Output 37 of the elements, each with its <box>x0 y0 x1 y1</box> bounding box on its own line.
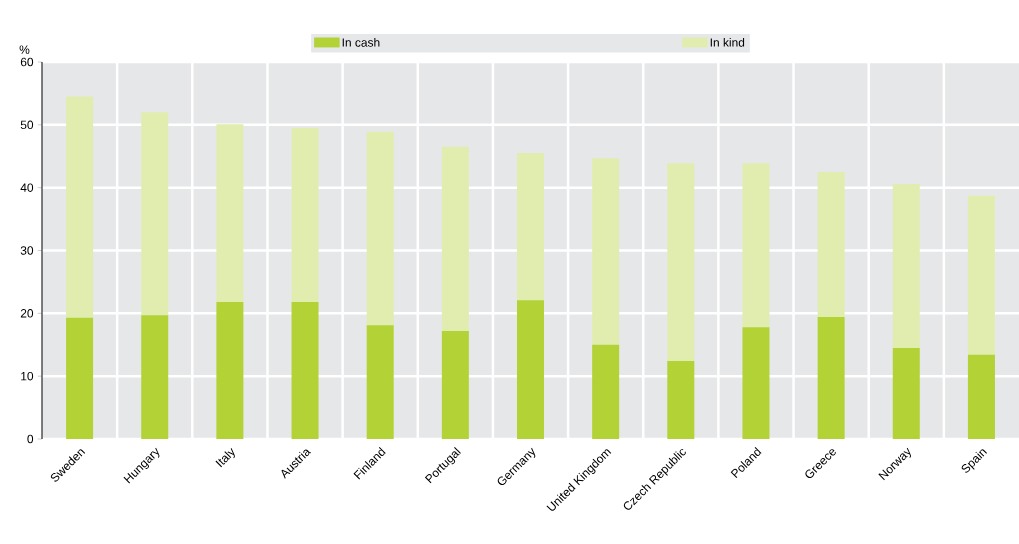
y-tick-label: 30 <box>20 246 34 255</box>
y-tick-label: 50 <box>20 120 34 130</box>
bar <box>216 302 244 439</box>
bar <box>742 327 770 439</box>
bar <box>667 163 695 362</box>
bar <box>817 171 845 318</box>
bar <box>441 146 469 331</box>
bar <box>892 347 920 439</box>
bar <box>967 354 995 439</box>
bar <box>291 302 319 439</box>
bar <box>517 300 545 439</box>
bar <box>667 361 695 439</box>
x-tick-label: Italy <box>215 448 235 468</box>
bar <box>66 317 94 439</box>
bar <box>742 163 770 328</box>
bar <box>66 96 94 318</box>
y-tick-label: 60 <box>20 57 34 67</box>
bar <box>366 325 394 439</box>
bar <box>892 183 920 348</box>
bar <box>216 124 244 303</box>
bar <box>441 330 469 439</box>
bar <box>817 317 845 439</box>
y-tick-label: 40 <box>20 183 34 192</box>
bar <box>967 195 995 355</box>
y-tick-label: 20 <box>20 309 34 318</box>
bar <box>141 112 169 316</box>
bar <box>592 158 620 345</box>
bar <box>366 131 394 326</box>
bar <box>291 127 319 303</box>
bar <box>141 315 169 439</box>
legend-label: In kind <box>710 37 745 47</box>
y-axis-title: % <box>19 45 30 54</box>
bar <box>517 153 545 301</box>
y-tick-label: 10 <box>21 371 34 381</box>
legend-label: In cash <box>342 37 380 47</box>
bar <box>592 344 620 439</box>
y-tick-label: 0 <box>27 434 34 444</box>
